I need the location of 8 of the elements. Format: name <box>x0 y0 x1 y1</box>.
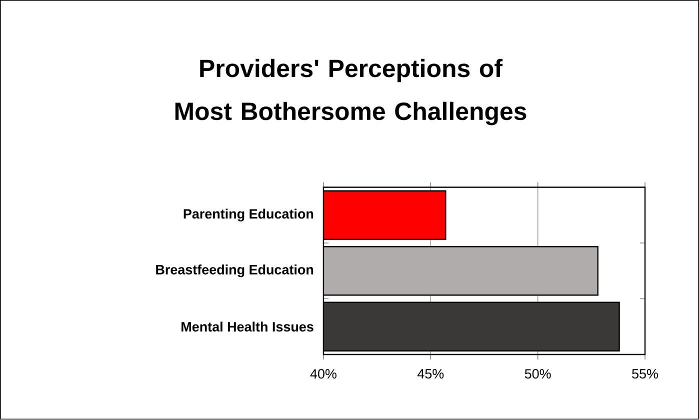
x-tick-label: 50% <box>524 369 551 379</box>
y-tick-label: Mental Health Issues <box>182 322 314 332</box>
chart-title: Providers' Perceptions of Most Bothersome Challenges <box>175 59 526 126</box>
x-tick-label: 45% <box>417 369 444 379</box>
y-tick-label: Breastfeeding Education <box>156 264 314 278</box>
y-tick-label: Parenting Education <box>184 209 314 222</box>
x-tick-label: 55% <box>632 369 658 379</box>
x-tick-label: 40% <box>310 369 336 379</box>
